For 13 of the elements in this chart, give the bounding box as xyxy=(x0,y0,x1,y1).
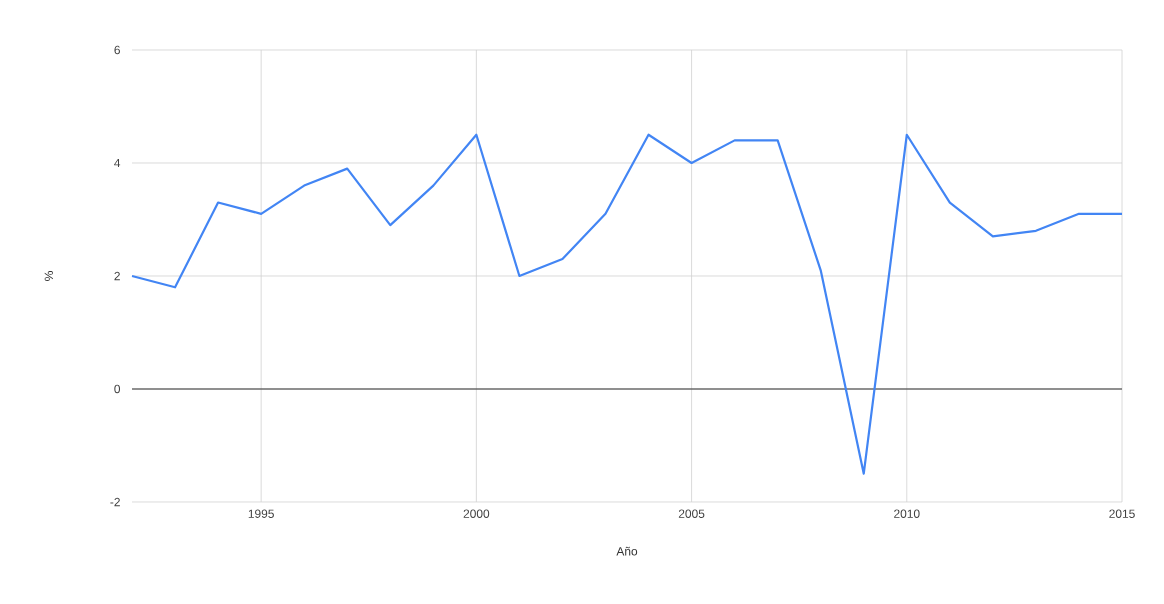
x-tick-label: 2005 xyxy=(678,509,705,518)
y-tick-label: 2 xyxy=(114,271,120,281)
line-series xyxy=(130,133,1124,475)
y-axis-title: % xyxy=(44,271,54,281)
y-tick-label: 6 xyxy=(114,45,120,55)
x-axis-title: Año xyxy=(616,546,638,556)
y-tick-label: 4 xyxy=(114,158,121,168)
x-tick-label: 1995 xyxy=(248,509,274,518)
y-tick-label: -2 xyxy=(110,497,120,507)
x-tick-label: 2000 xyxy=(463,509,490,518)
x-tick-label: 2015 xyxy=(1109,509,1135,518)
x-tick-label: 2010 xyxy=(894,509,920,518)
y-tick-label: 0 xyxy=(114,384,121,394)
